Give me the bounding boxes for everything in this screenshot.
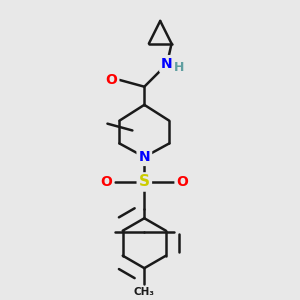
Text: O: O bbox=[176, 175, 188, 189]
Text: N: N bbox=[161, 57, 173, 71]
Text: S: S bbox=[139, 175, 150, 190]
Text: N: N bbox=[139, 150, 150, 164]
Text: O: O bbox=[100, 175, 112, 189]
Text: CH₃: CH₃ bbox=[134, 287, 155, 297]
Text: O: O bbox=[106, 73, 117, 87]
Text: H: H bbox=[174, 61, 185, 74]
